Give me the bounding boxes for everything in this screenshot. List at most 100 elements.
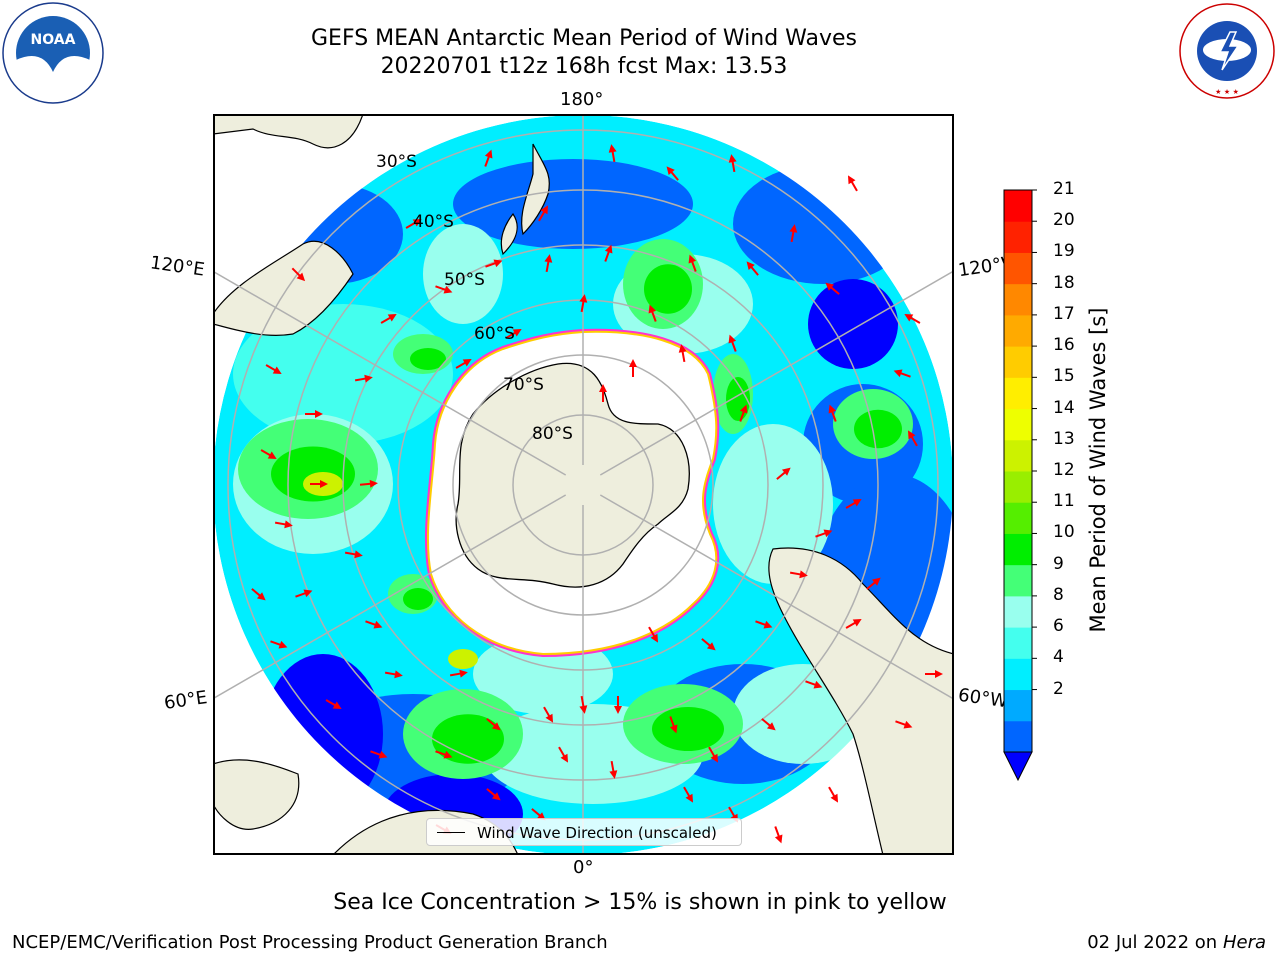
legend-line-swatch — [437, 832, 465, 833]
arrow-head — [650, 633, 658, 643]
arrow-shaft — [610, 760, 615, 774]
legend-label: Wind Wave Direction (unscaled) — [477, 824, 717, 842]
arrow-head — [903, 720, 913, 729]
wind-wave-arrow-45 — [739, 404, 748, 422]
arrow-head — [599, 384, 607, 392]
wind-wave-arrow-70 — [599, 384, 607, 402]
wind-wave-arrow-1 — [405, 219, 422, 229]
colorbar — [1003, 189, 1037, 782]
wind-wave-arrow-22 — [260, 449, 277, 459]
meridian-5 — [599, 271, 952, 476]
wind-wave-arrow-7 — [789, 224, 798, 243]
lat-label-40s: 40°S — [413, 212, 454, 232]
arrow-head — [303, 589, 313, 598]
wind-wave-arrow-54 — [669, 716, 678, 734]
wave-period-region-11 — [423, 224, 503, 324]
arrow-head — [904, 314, 914, 322]
arrow-head — [678, 344, 687, 353]
land-australia — [215, 240, 354, 336]
arrow-head — [935, 670, 943, 678]
colorbar-extension-min — [1003, 751, 1033, 782]
wind-wave-arrow-40 — [701, 638, 716, 651]
arrow-head — [614, 706, 622, 714]
sea-ice-note: Sea Ice Concentration > 15% is shown in … — [333, 890, 947, 915]
arrow-shaft — [789, 571, 803, 576]
arrow-head — [893, 369, 903, 378]
colorbar-band-16 — [1004, 252, 1032, 285]
wind-wave-arrow-8 — [848, 175, 858, 192]
arrow-head — [608, 144, 617, 153]
colorbar-band-6 — [1004, 564, 1032, 597]
arrow-shaft — [251, 588, 262, 598]
land-madagascar — [215, 759, 300, 830]
arrow-head — [491, 722, 501, 731]
chart-subtitle: 20220701 t12z 168h fcst Max: 13.53 — [380, 54, 788, 79]
colorbar-band-13 — [1004, 346, 1032, 378]
arrow-shaft — [449, 672, 463, 677]
colorbar-band-11 — [1004, 408, 1032, 441]
arrow-head — [666, 166, 675, 176]
wind-wave-arrow-65 — [895, 720, 913, 729]
wave-period-bright-4 — [854, 409, 902, 449]
meridian-2 — [215, 494, 567, 699]
wind-wave-arrow-68 — [678, 344, 687, 363]
wind-wave-arrow-72 — [648, 304, 657, 322]
wind-wave-arrow-9 — [435, 285, 453, 294]
wind-wave-arrow-20 — [354, 374, 373, 383]
lon-label-60e: 60°E — [162, 687, 209, 714]
colorbar-band-1 — [1004, 720, 1032, 753]
arrow-head — [387, 314, 397, 322]
arrow-head — [813, 680, 823, 689]
wind-wave-arrow-63 — [774, 826, 783, 844]
arrow-head — [828, 404, 837, 414]
arrow-head — [267, 451, 277, 459]
wind-wave-arrow-67 — [728, 334, 737, 352]
arrow-head — [648, 304, 657, 314]
wind-wave-arrow-28 — [295, 589, 313, 598]
wind-wave-arrow-43 — [815, 529, 833, 538]
wind-wave-arrow-71 — [579, 294, 588, 313]
arrow-head — [354, 550, 363, 559]
wind-wave-arrow-53 — [708, 746, 718, 763]
colorbar-tick-label: 10 — [1053, 522, 1075, 543]
wind-wave-arrow-57 — [558, 746, 568, 763]
arrow-head — [315, 410, 323, 418]
nws-logo: ★ ★ ★ — [1179, 3, 1275, 99]
wind-wave-arrow-27 — [251, 588, 266, 601]
arrow-head — [272, 366, 282, 374]
arrow-head — [830, 793, 838, 803]
arrow-shaft — [344, 551, 358, 556]
lat-label-70s: 70°S — [503, 375, 544, 395]
wind-wave-arrow-3 — [538, 205, 548, 222]
wind-wave-arrow-73 — [505, 329, 522, 339]
arrow-head — [443, 750, 453, 759]
arrow-head — [774, 834, 783, 844]
arrow-head — [373, 620, 383, 629]
arrow-head — [852, 619, 862, 627]
wind-wave-arrow-16 — [904, 314, 921, 324]
lat-label-60s: 60°S — [474, 324, 515, 344]
colorbar-band-2 — [1004, 689, 1032, 722]
arrow-head — [799, 570, 808, 579]
arrow-head — [320, 480, 328, 488]
arrow-head — [604, 244, 613, 254]
colorbar-label: Mean Period of Wind Waves [s] — [1086, 307, 1110, 633]
arrow-head — [545, 713, 553, 723]
arrow-head — [871, 577, 881, 586]
wind-wave-arrow-38 — [579, 695, 588, 714]
arrow-head — [484, 149, 493, 159]
arrow-head — [579, 705, 588, 714]
arrow-head — [296, 272, 306, 282]
arrow-shaft — [274, 521, 288, 526]
wind-wave-arrow-66 — [925, 670, 943, 678]
land-africa-top — [215, 116, 363, 149]
arrow-head — [579, 294, 588, 303]
wind-wave-arrow-31 — [325, 699, 342, 709]
wave-period-bright-7 — [403, 588, 433, 610]
wind-wave-arrow-50 — [845, 619, 862, 629]
map-canvas — [215, 116, 952, 853]
noaa-logo: NOAA — [2, 2, 104, 104]
lat-label-80s: 80°S — [532, 424, 573, 444]
colorbar-band-15 — [1004, 283, 1032, 316]
wind-wave-arrow-21 — [380, 314, 397, 324]
